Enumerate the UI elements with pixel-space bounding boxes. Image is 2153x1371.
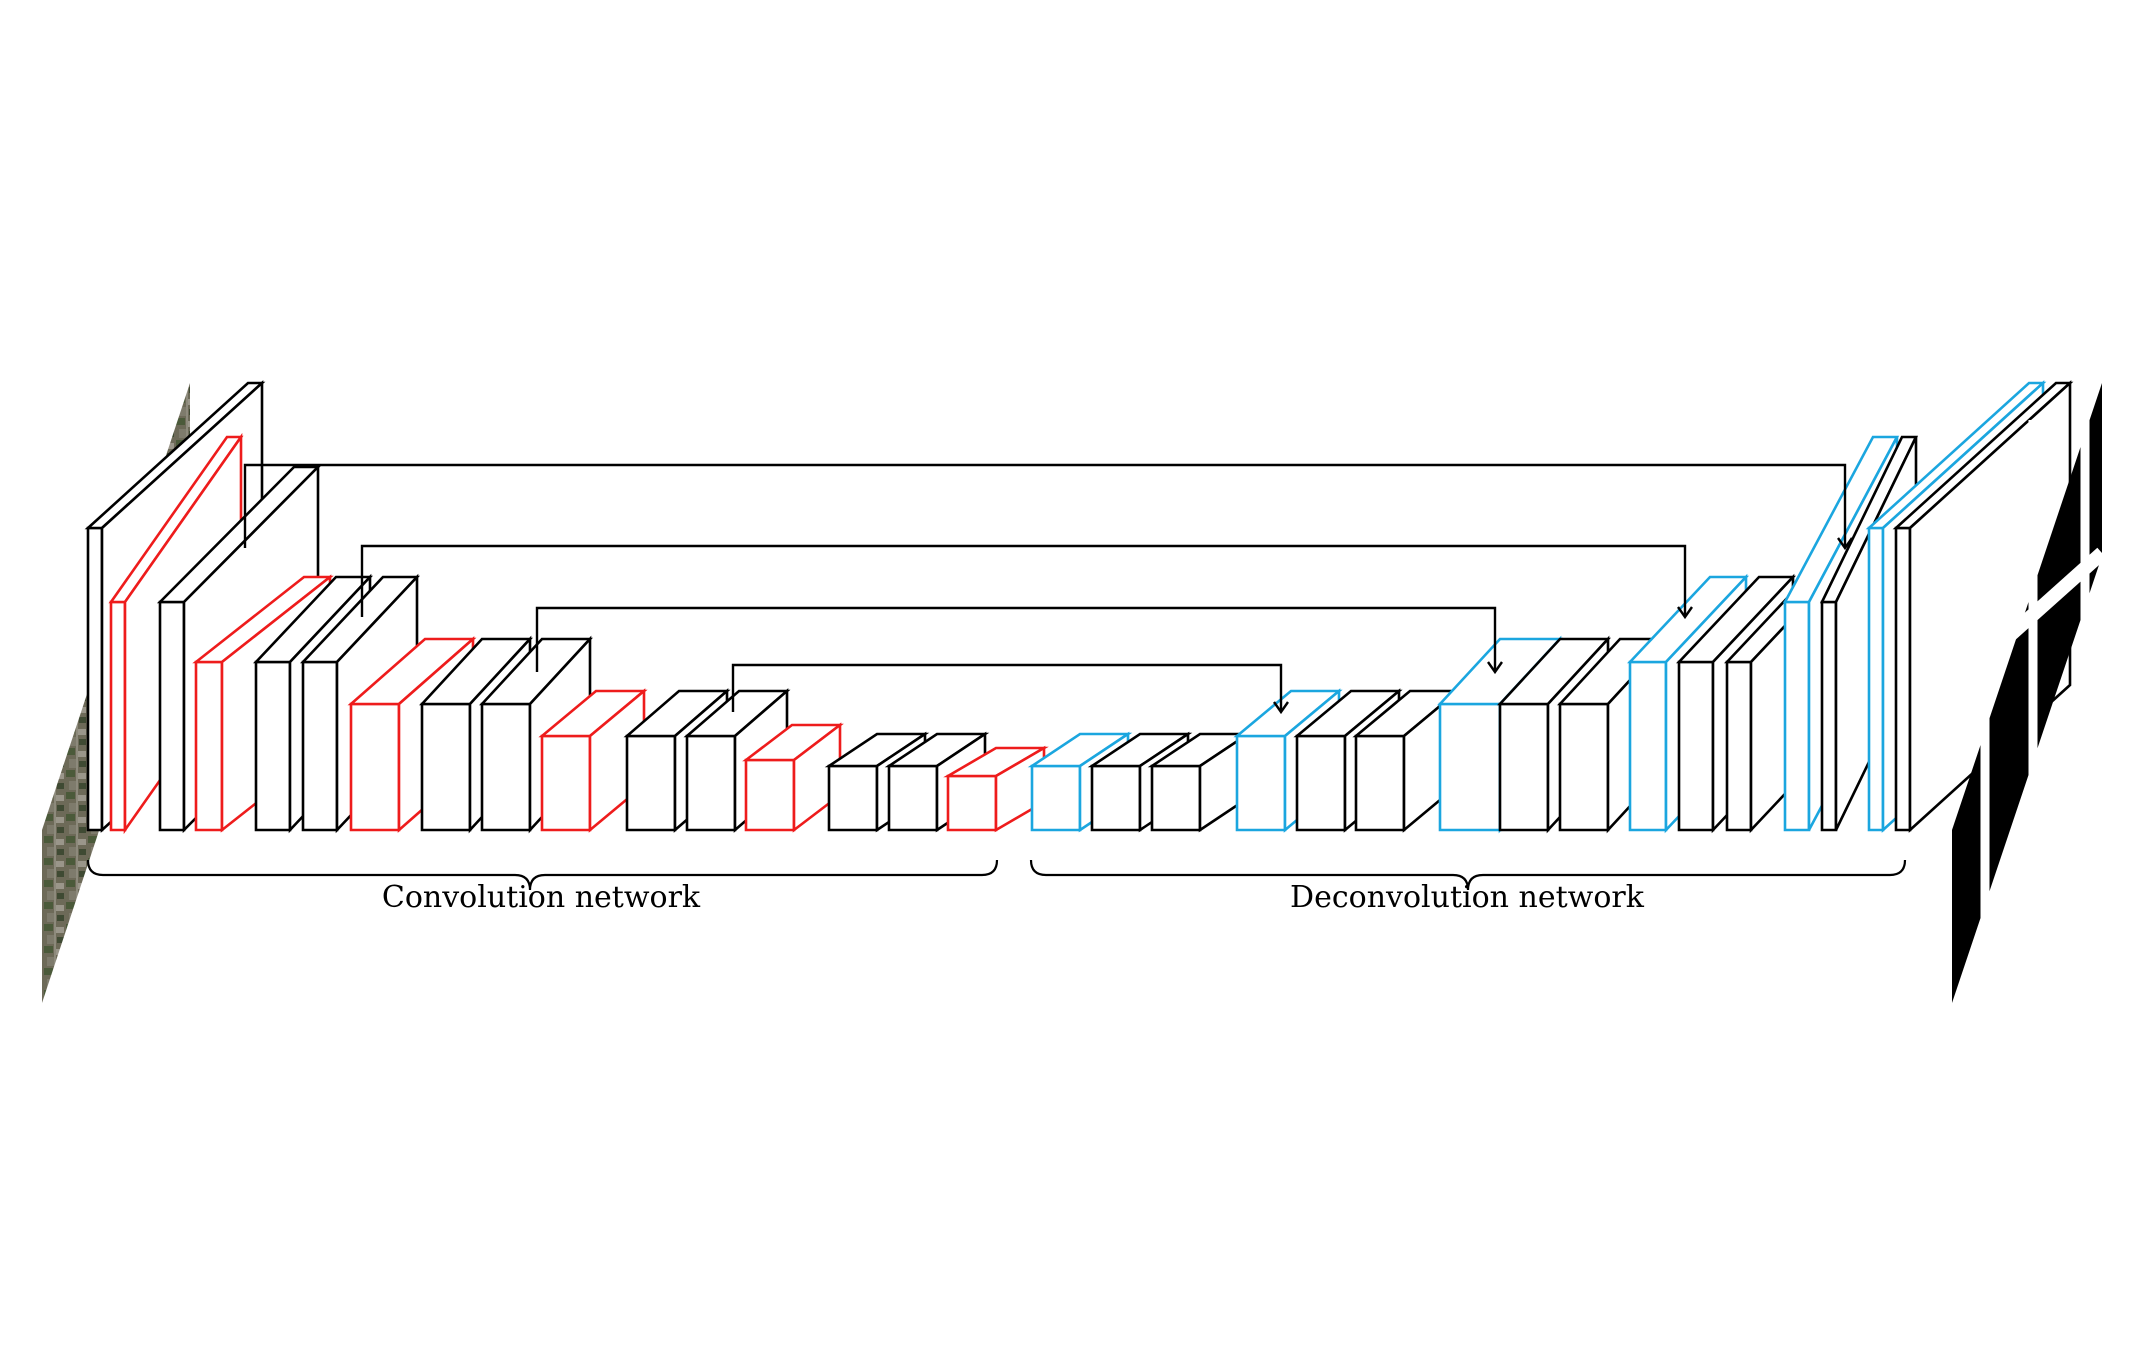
encoder-caption: Convolution network bbox=[381, 880, 701, 915]
skip-connection-arrow bbox=[360, 544, 1693, 620]
skip-connections bbox=[243, 463, 1853, 715]
layer-blocks bbox=[84, 380, 2074, 835]
decoder-brace bbox=[1029, 859, 1907, 891]
skip-connection-arrow bbox=[243, 463, 1853, 551]
decoder-caption: Deconvolution network bbox=[1290, 880, 1644, 915]
output-mask bbox=[1952, 383, 2107, 1003]
skip-connection-arrow bbox=[535, 606, 1503, 675]
skip-connection-arrow bbox=[731, 663, 1289, 715]
encoder-brace bbox=[86, 859, 999, 891]
